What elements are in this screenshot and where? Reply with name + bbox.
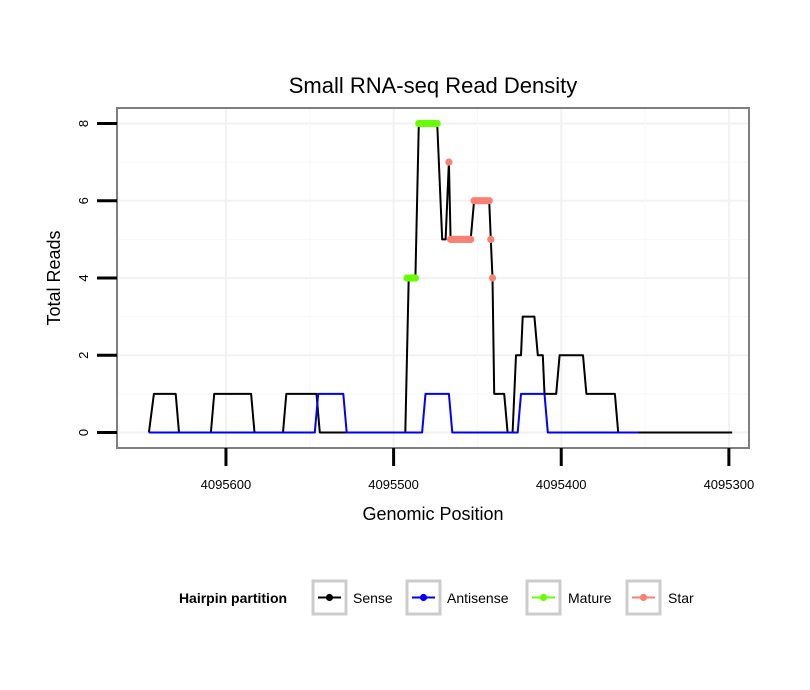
series-antisense [148,392,639,434]
mature-point [411,274,419,282]
x-tick-label: 4095400 [536,477,587,492]
legend-key-point [325,593,334,602]
legend-label: Star [668,590,694,606]
legend-title: Hairpin partition [179,590,287,606]
legend-item-sense: Sense [311,579,393,616]
x-axis-title: Genomic Position [362,504,503,524]
y-tick-label: 0 [76,429,91,436]
star-point [488,274,497,282]
legend-label: Mature [568,590,612,606]
antisense-line [148,392,639,434]
legend-item-mature: Mature [525,579,612,616]
legend-key-point [639,593,648,602]
series-star [445,158,497,282]
x-tick-label: 4095600 [201,477,252,492]
legend-key-point [539,593,548,602]
y-tick-label: 8 [76,120,91,127]
legend: Hairpin partition Sense Antisense Mature St… [179,579,694,616]
grid-lines [117,108,749,448]
y-axis-title: Total Reads [44,230,64,325]
chart-title: Small RNA-seq Read Density [289,73,578,98]
x-tick-label: 4095300 [704,477,755,492]
axes: 0 2 4 6 8 4095600 4095500 4095400 4095300 [76,120,754,492]
series-mature [403,119,441,282]
y-tick-label: 6 [76,197,91,204]
star-point [445,158,453,166]
star-point [467,235,475,243]
star-point [487,235,495,243]
mature-point [433,119,441,128]
y-tick-label: 4 [76,274,91,281]
y-tick-label: 2 [76,352,91,359]
series-layer [147,119,733,434]
legend-key-point [419,593,428,602]
legend-item-star: Star [625,579,694,616]
legend-label: Sense [353,590,393,606]
x-tick-label: 4095500 [368,477,419,492]
legend-label: Antisense [447,590,509,606]
legend-item-antisense: Antisense [405,579,509,616]
star-point [485,197,493,205]
